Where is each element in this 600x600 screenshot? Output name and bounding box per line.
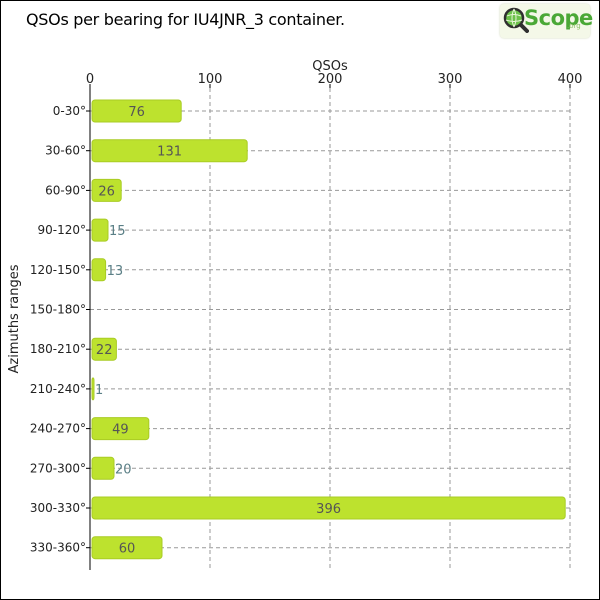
value-label: 60 [119,542,136,557]
x-axis-title: QSOs [312,59,348,74]
x-tick-label: 400 [558,72,583,87]
bar [91,456,115,480]
y-tick-label: 210-240° [30,382,86,396]
bar [91,496,566,520]
value-label: 1 [95,383,103,398]
y-tick-label: 120-150° [30,263,86,277]
bar [91,258,107,282]
bar [91,99,182,123]
value-label: 131 [157,145,182,160]
chart-title: QSOs per bearing for IU4JNR_3 container. [26,10,345,29]
y-axis-title: Azimuths ranges [7,264,22,373]
y-tick-label: 90-120° [37,223,86,237]
y-tick-label: 60-90° [45,183,86,197]
y-tick-label: 150-180° [30,303,86,317]
value-label: 76 [128,105,145,120]
y-tick-label: 240-270° [30,422,86,436]
value-label: 26 [98,184,115,199]
value-label: 22 [96,343,113,358]
x-axis-ticks: 0 100 200 300 400 [86,72,583,88]
value-labels: 76 131 26 15 13 22 1 49 20 396 60 [95,105,341,557]
value-label: 13 [107,264,124,279]
bar [91,139,248,163]
bar [91,337,117,361]
bars [91,99,566,560]
qscope-logo[interactable]: Scope .org [500,4,593,38]
y-axis-ticks: 0-30° 30-60° 60-90° 90-120° 120-150° 150-180°… [30,104,90,555]
x-tick-label: 0 [86,72,94,87]
bar [91,377,95,401]
logo-subtext: .org [567,22,581,30]
value-label: 15 [109,224,126,239]
x-tick-label: 100 [198,72,223,87]
y-tick-label: 30-60° [45,144,86,158]
value-label: 49 [112,423,129,438]
x-tick-label: 200 [318,72,343,87]
y-tick-label: 0-30° [53,104,86,118]
y-tick-label: 270-300° [30,461,86,475]
logo-text: Scope [524,6,593,30]
bar [91,536,163,560]
value-label: 20 [115,462,132,477]
y-tick-label: 330-360° [30,541,86,555]
bar [91,417,150,441]
magnifier-globe-icon [503,7,529,33]
bar [91,178,122,202]
y-tick-label: 300-330° [30,501,86,515]
y-tick-label: 180-210° [30,342,86,356]
value-label: 396 [316,502,341,517]
bar [91,218,109,242]
x-tick-label: 300 [438,72,463,87]
